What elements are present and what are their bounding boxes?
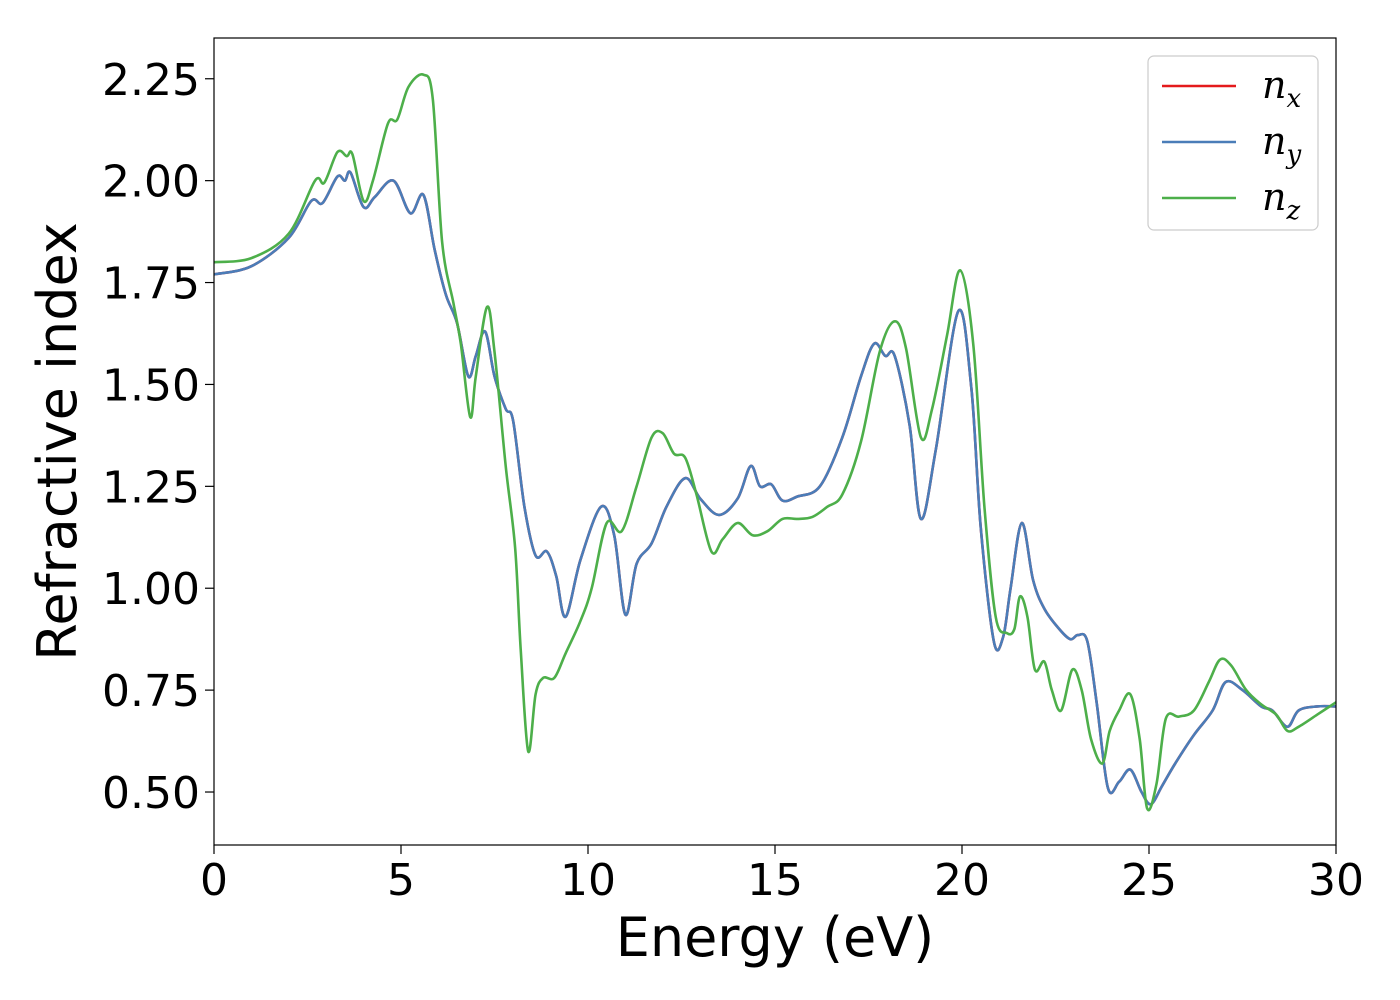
series-line-ny bbox=[214, 170, 1336, 806]
x-tick-label: 5 bbox=[387, 855, 415, 906]
y-tick-label: 1.50 bbox=[102, 360, 200, 411]
y-tick-label: 1.75 bbox=[102, 259, 200, 310]
x-tick-label: 0 bbox=[200, 855, 228, 906]
y-tick-label: 0.75 bbox=[102, 666, 200, 717]
y-axis: 0.50 0.75 1.00 1.25 1.50 1.75 2.00 2.25 bbox=[102, 55, 214, 819]
y-tick-label: 0.50 bbox=[102, 768, 200, 819]
y-tick-label: 2.25 bbox=[102, 55, 200, 106]
x-tick-label: 10 bbox=[560, 855, 616, 906]
y-tick-label: 2.00 bbox=[102, 157, 200, 208]
series-layer bbox=[214, 73, 1336, 812]
x-tick-label: 20 bbox=[934, 855, 990, 906]
series-line-nz bbox=[214, 73, 1336, 812]
y-tick-label: 1.25 bbox=[102, 462, 200, 513]
y-tick-label: 1.00 bbox=[102, 564, 200, 615]
x-tick-label: 25 bbox=[1121, 855, 1177, 906]
x-tick-label: 30 bbox=[1308, 855, 1364, 906]
x-axis-label: Energy (eV) bbox=[616, 906, 935, 969]
y-axis-label: Refractive index bbox=[26, 222, 89, 661]
x-tick-label: 15 bbox=[747, 855, 803, 906]
x-axis: 0 5 10 15 20 25 30 bbox=[200, 845, 1364, 906]
